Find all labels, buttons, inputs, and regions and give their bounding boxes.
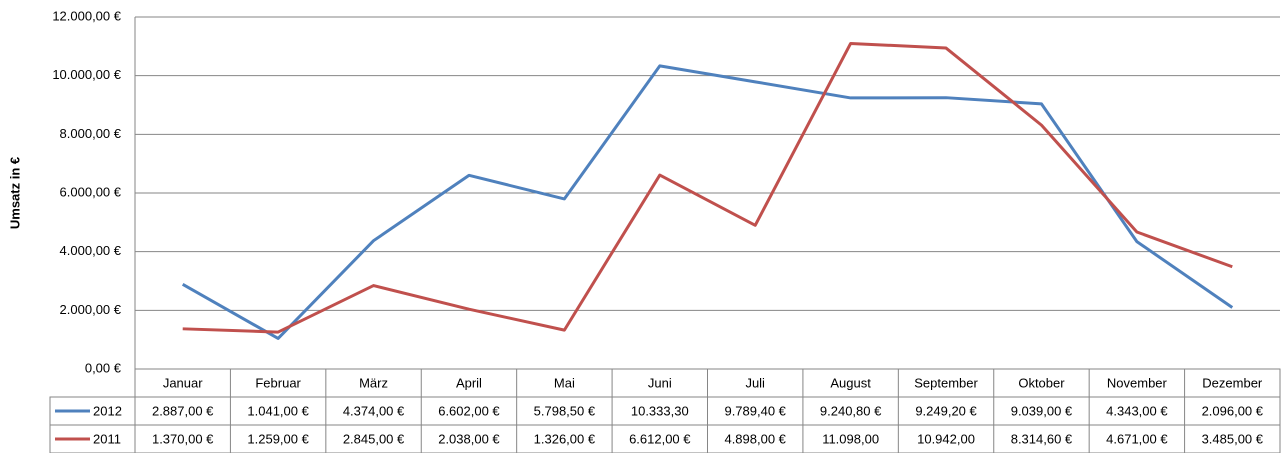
legend-label: 2011 (93, 431, 121, 446)
table-value: 9.789,40 € (724, 403, 786, 418)
table-value: 1.259,00 € (247, 431, 309, 446)
table-value: 10.942,00 (917, 431, 975, 446)
table-value: 11.098,00 (822, 431, 879, 446)
y-tick-label: 4.000,00 € (60, 243, 122, 258)
table-value: 9.249,20 € (915, 403, 977, 418)
x-tick-label: Mai (554, 375, 575, 390)
table-value: 4.671,00 € (1106, 431, 1168, 446)
table-value: 1.326,00 € (534, 431, 596, 446)
table-value: 1.370,00 € (152, 431, 214, 446)
table-value: 10.333,30 (631, 403, 689, 418)
y-tick-label: 0,00 € (85, 360, 122, 375)
table-value: 2.845,00 € (343, 431, 405, 446)
table-value: 2.038,00 € (438, 431, 500, 446)
y-tick-label: 8.000,00 € (60, 126, 122, 141)
table-value: 4.343,00 € (1106, 403, 1168, 418)
x-tick-label: Februar (255, 375, 301, 390)
table-value: 9.039,00 € (1011, 403, 1073, 418)
y-tick-label: 2.000,00 € (60, 302, 122, 317)
x-tick-label: September (914, 375, 978, 390)
series-line (181, 64, 1234, 340)
x-tick-label: Juli (745, 375, 765, 390)
table-value: 2.096,00 € (1202, 403, 1264, 418)
table-value: 1.041,00 € (247, 403, 309, 418)
table-value: 6.602,00 € (438, 403, 500, 418)
table-value: 9.240,80 € (820, 403, 882, 418)
y-axis-label: Umsatz in € (7, 157, 22, 229)
x-tick-label: Oktober (1018, 375, 1065, 390)
x-tick-label: Dezember (1202, 375, 1263, 390)
x-tick-label: Juni (648, 375, 672, 390)
table-row (49, 424, 1281, 453)
table-value: 4.898,00 € (724, 431, 786, 446)
y-tick-label: 12.000,00 € (52, 8, 121, 23)
x-tick-label: August (830, 375, 871, 390)
x-tick-label: März (359, 375, 388, 390)
legend-label: 2012 (93, 403, 122, 418)
table-value: 6.612,00 € (629, 431, 691, 446)
y-tick-label: 10.000,00 € (52, 67, 121, 82)
table-value: 2.887,00 € (152, 403, 214, 418)
y-tick-label: 6.000,00 € (60, 184, 122, 199)
x-tick-label: April (456, 375, 482, 390)
table-value: 5.798,50 € (534, 403, 596, 418)
series-line (182, 41, 1233, 334)
x-tick-label: Januar (163, 375, 203, 390)
x-tick-label: November (1107, 375, 1168, 390)
table-value: 4.374,00 € (343, 403, 405, 418)
table-value: 3.485,00 € (1202, 431, 1264, 446)
table-value: 8.314,60 € (1011, 431, 1073, 446)
